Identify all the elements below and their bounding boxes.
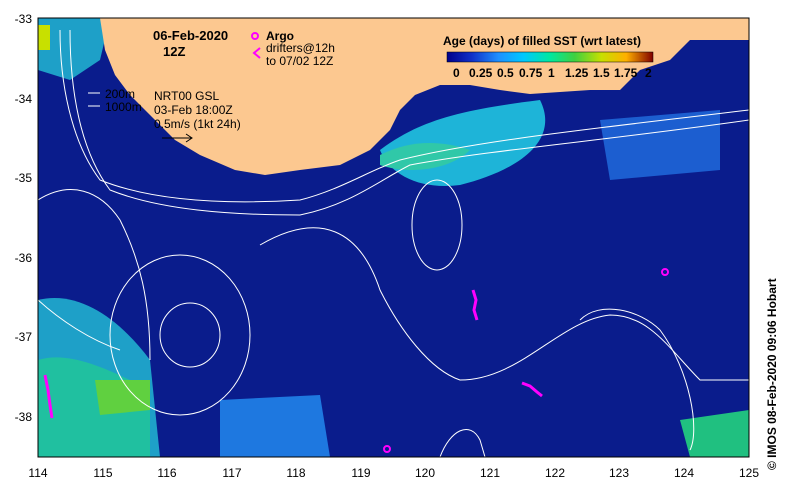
drifter-track [471, 289, 479, 321]
lon-tick: 125 [738, 466, 760, 480]
colorbar-title: Age (days) of filled SST (wrt latest) [443, 34, 642, 48]
lon-tick: 114 [28, 466, 48, 480]
drifter-track [43, 374, 54, 419]
credit-label: © IMOS 08-Feb-2020 09:06 Hobart [765, 278, 779, 470]
lat-tick: -38 [14, 410, 32, 424]
lat-tick: -34 [14, 92, 32, 106]
colorbar-tick: 2 [645, 66, 652, 80]
map-frame [37, 17, 750, 458]
isobath-1000 [69, 29, 749, 216]
contour-line [38, 189, 151, 361]
sst-patch [95, 380, 150, 415]
isobath-200 [59, 29, 749, 203]
lat-tick: -35 [14, 171, 32, 185]
lat-tick: -33 [14, 12, 32, 26]
colorbar-tick: 1.5 [593, 66, 610, 80]
contour-line [38, 299, 121, 351]
drifters-label-1: drifters@12h [266, 41, 335, 55]
lon-tick: 122 [544, 466, 566, 480]
lon-tick: 115 [93, 466, 113, 480]
contour-line [439, 429, 486, 457]
argo-float [383, 445, 391, 453]
lon-tick: 117 [222, 466, 242, 480]
sst-patch [38, 18, 110, 80]
colorbar-tick: 0.75 [519, 66, 543, 80]
lon-tick: 118 [286, 466, 306, 480]
colorbar-tick: 1.25 [565, 66, 589, 80]
isobath-1000-label: 1000m [105, 100, 142, 114]
colorbar [446, 51, 654, 63]
sst-patch [220, 395, 330, 457]
sst-patch [38, 25, 50, 50]
contour-eddy [109, 254, 251, 416]
argo-legend-icon [251, 32, 259, 40]
time-title: 12Z [163, 44, 186, 59]
lat-tick: -36 [14, 251, 32, 265]
contour-line [259, 227, 749, 381]
lon-tick: 121 [479, 466, 501, 480]
colorbar-tick: 0 [453, 66, 460, 80]
contour-line [579, 308, 695, 451]
model-time-label: 03-Feb 18:00Z [154, 103, 233, 117]
lat-tick: -37 [14, 330, 32, 344]
lon-tick: 116 [157, 466, 177, 480]
sst-patch [680, 410, 749, 457]
colorbar-tick: 1 [548, 66, 555, 80]
drifter-legend-icon [252, 47, 261, 59]
isobath-200-label: 200m [105, 87, 136, 101]
lon-tick: 124 [673, 466, 695, 480]
colorbar-tick: 0.25 [469, 66, 493, 80]
contour-eddy [159, 302, 221, 368]
lon-tick: 119 [351, 466, 371, 480]
colorbar-tick: 0.5 [497, 66, 514, 80]
sst-patch [600, 110, 720, 180]
drifter-track [521, 381, 543, 398]
date-title: 06-Feb-2020 [153, 28, 229, 43]
colorbar-tick: 1.75 [614, 66, 638, 80]
argo-label: Argo [266, 29, 294, 43]
lon-tick: 120 [414, 466, 436, 480]
drifters-label-2: to 07/02 12Z [266, 54, 334, 68]
argo-float [661, 268, 669, 276]
lon-tick: 123 [608, 466, 630, 480]
velocity-scale-label: 0.5m/s (1kt 24h) [154, 117, 241, 131]
scale-arrow-icon [162, 133, 193, 143]
contour-eddy [411, 179, 463, 271]
model-label: NRT00 GSL [154, 89, 220, 103]
